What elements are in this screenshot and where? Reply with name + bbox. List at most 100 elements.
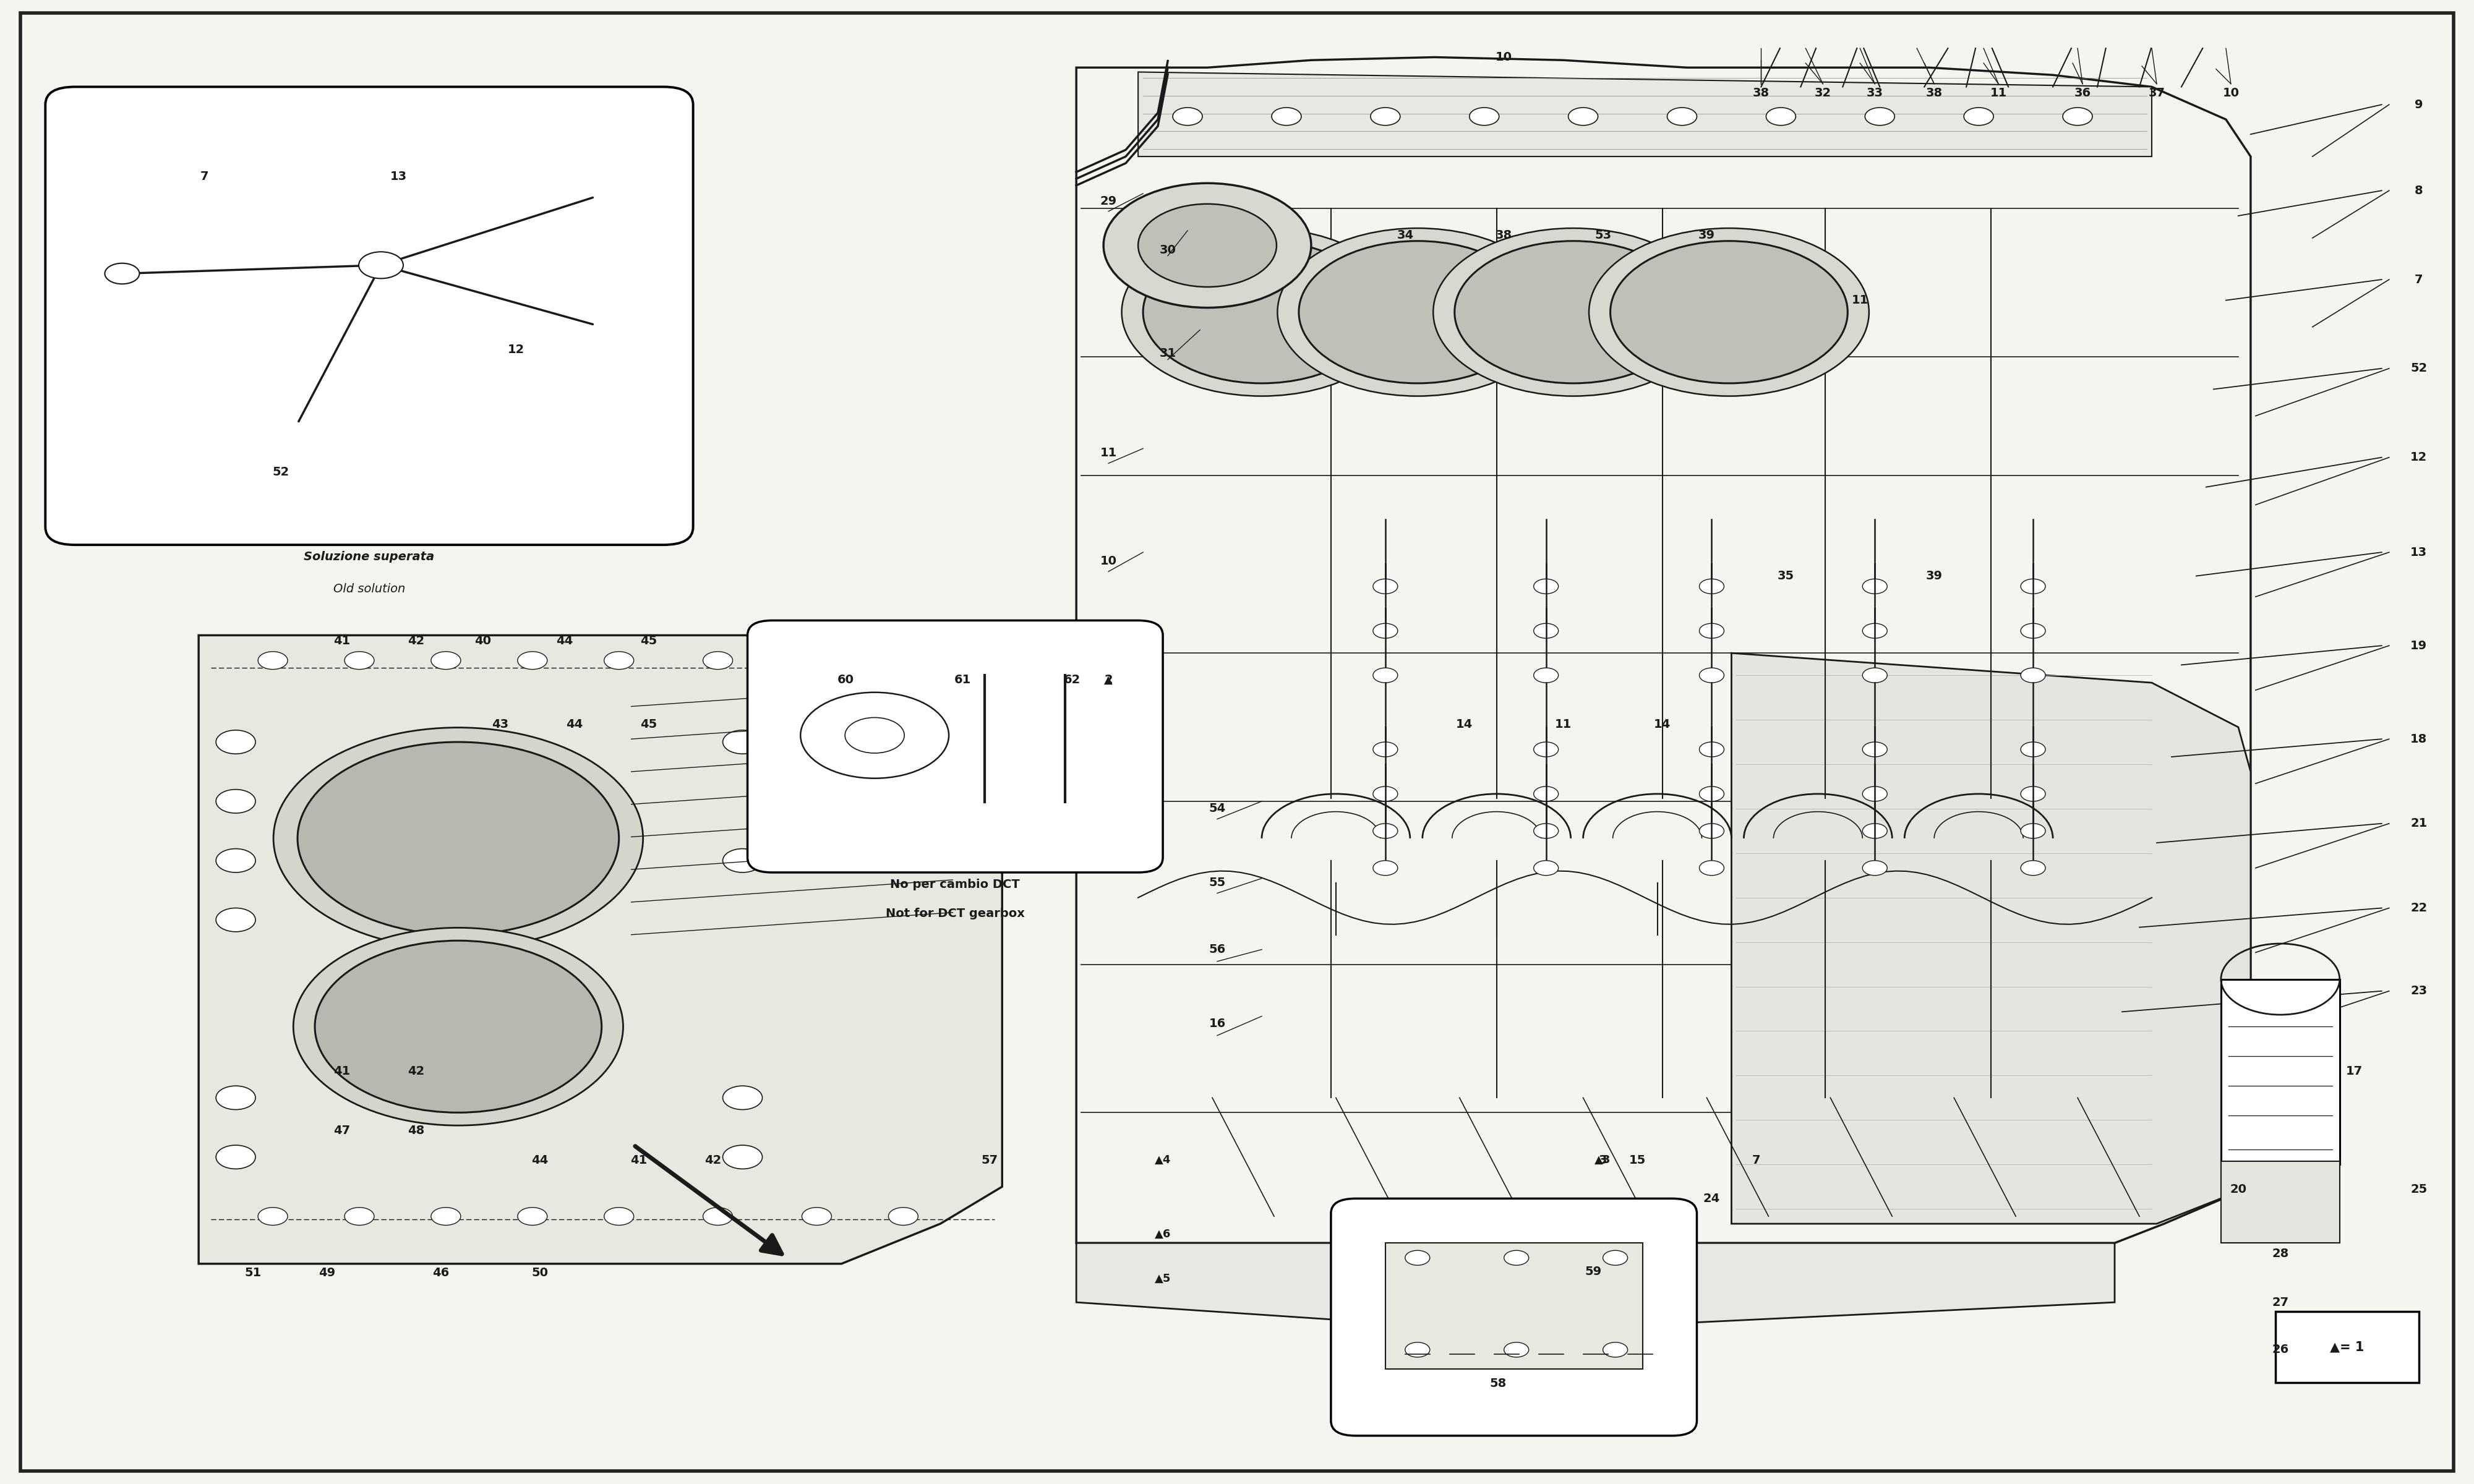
Circle shape: [1373, 579, 1398, 594]
Circle shape: [1863, 787, 1888, 801]
Text: 23: 23: [2410, 985, 2427, 997]
Text: 54: 54: [1210, 803, 1225, 815]
Circle shape: [1371, 107, 1400, 125]
Circle shape: [2021, 824, 2046, 838]
Text: 39: 39: [1697, 229, 1714, 240]
Text: 30: 30: [1160, 243, 1175, 255]
Circle shape: [1534, 579, 1559, 594]
Circle shape: [1373, 668, 1398, 683]
Text: 44: 44: [532, 1155, 549, 1166]
Circle shape: [1373, 623, 1398, 638]
Text: 57: 57: [982, 1155, 997, 1166]
Text: 33: 33: [1865, 88, 1883, 98]
Text: 50: 50: [532, 1267, 549, 1279]
Polygon shape: [1138, 73, 2152, 156]
Circle shape: [722, 849, 762, 873]
Circle shape: [1405, 1251, 1430, 1266]
Circle shape: [1173, 107, 1202, 125]
Circle shape: [2021, 623, 2046, 638]
Text: 2: 2: [1103, 674, 1113, 686]
Circle shape: [2021, 861, 2046, 876]
Text: 46: 46: [433, 1267, 450, 1279]
Text: ▲4: ▲4: [1155, 1155, 1170, 1165]
Text: 48: 48: [408, 1125, 426, 1137]
Circle shape: [1534, 824, 1559, 838]
Circle shape: [1766, 107, 1796, 125]
Circle shape: [703, 1208, 732, 1226]
Circle shape: [1373, 824, 1398, 838]
Text: 58: 58: [1489, 1377, 1507, 1389]
Circle shape: [1863, 742, 1888, 757]
Circle shape: [1103, 183, 1311, 307]
Circle shape: [1700, 824, 1724, 838]
Text: 38: 38: [1752, 88, 1769, 98]
Text: ▲= 1: ▲= 1: [2331, 1340, 2365, 1353]
Text: 7: 7: [200, 171, 208, 183]
Text: 36: 36: [2073, 88, 2091, 98]
Text: 51: 51: [245, 1267, 262, 1279]
Circle shape: [215, 908, 255, 932]
Circle shape: [344, 651, 374, 669]
Circle shape: [275, 727, 643, 950]
Circle shape: [257, 651, 287, 669]
Text: 49: 49: [319, 1267, 336, 1279]
Text: 55: 55: [1210, 877, 1225, 889]
Circle shape: [344, 1208, 374, 1226]
Circle shape: [722, 1086, 762, 1110]
Text: Old solution: Old solution: [334, 583, 406, 595]
Circle shape: [1700, 579, 1724, 594]
Circle shape: [1504, 1251, 1529, 1266]
Text: 18: 18: [2410, 733, 2427, 745]
Text: 45: 45: [641, 718, 658, 730]
Text: 29: 29: [1101, 194, 1116, 206]
Circle shape: [1432, 229, 1714, 396]
Circle shape: [2021, 742, 2046, 757]
Text: 52: 52: [2410, 362, 2427, 374]
Text: 8: 8: [2415, 184, 2422, 196]
Circle shape: [1667, 107, 1697, 125]
Text: 11: 11: [1851, 294, 1868, 306]
Circle shape: [1534, 861, 1559, 876]
Text: 40: 40: [475, 635, 492, 647]
Bar: [2276, 1312, 2420, 1383]
Circle shape: [1138, 203, 1277, 286]
Text: 35: 35: [1776, 570, 1794, 582]
Circle shape: [215, 849, 255, 873]
Circle shape: [604, 651, 633, 669]
Circle shape: [1569, 107, 1598, 125]
Text: 17: 17: [2345, 1066, 2363, 1077]
Polygon shape: [1732, 653, 2251, 1224]
Circle shape: [888, 651, 918, 669]
Circle shape: [297, 742, 618, 935]
Circle shape: [2063, 107, 2093, 125]
Text: 11: 11: [1556, 718, 1571, 730]
Text: 16: 16: [1210, 1018, 1225, 1030]
Circle shape: [215, 1086, 255, 1110]
Circle shape: [257, 1208, 287, 1226]
Circle shape: [1143, 240, 1380, 383]
Text: 15: 15: [1628, 1155, 1645, 1166]
Circle shape: [1277, 229, 1559, 396]
Circle shape: [1863, 623, 1888, 638]
Text: 43: 43: [492, 718, 510, 730]
Text: Not for DCT gearbox: Not for DCT gearbox: [886, 908, 1024, 920]
Circle shape: [1373, 787, 1398, 801]
Text: 12: 12: [507, 344, 524, 356]
Text: 28: 28: [2271, 1248, 2288, 1260]
Circle shape: [2021, 787, 2046, 801]
Text: 22: 22: [2410, 902, 2427, 914]
Circle shape: [703, 651, 732, 669]
Circle shape: [1700, 787, 1724, 801]
Text: ▲5: ▲5: [1155, 1273, 1170, 1284]
Circle shape: [604, 1208, 633, 1226]
Text: 19: 19: [2410, 640, 2427, 651]
Text: Soluzione superata: Soluzione superata: [304, 551, 435, 562]
Circle shape: [1405, 1343, 1430, 1358]
Text: 52: 52: [272, 466, 289, 478]
Circle shape: [802, 1208, 831, 1226]
Text: 32: 32: [1813, 88, 1831, 98]
Circle shape: [802, 651, 831, 669]
Text: 62: 62: [1064, 674, 1081, 686]
Circle shape: [1455, 240, 1692, 383]
Circle shape: [359, 252, 403, 279]
